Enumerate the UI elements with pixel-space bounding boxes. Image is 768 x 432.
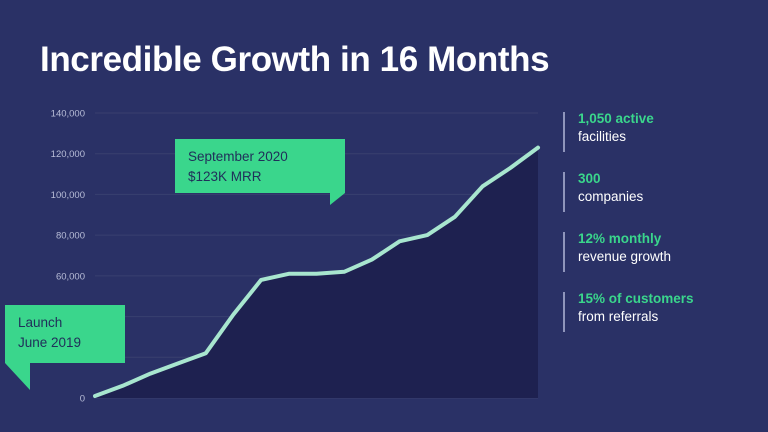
callout-september: September 2020 $123K MRR [175, 139, 345, 205]
stats-panel: 1,050 active facilities 300 companies 12… [560, 110, 768, 350]
stat-item: 1,050 active facilities [560, 110, 768, 152]
stat-accent-bar [563, 292, 565, 332]
chart-area-fill [95, 147, 538, 398]
stat-label: from referrals [578, 309, 659, 324]
callout-launch-subtitle: June 2019 [18, 335, 81, 350]
ytick-label: 120,000 [51, 149, 85, 160]
ytick-label: 60,000 [56, 271, 85, 282]
stat-value: 300 [578, 171, 601, 186]
ytick-label: 100,000 [51, 190, 85, 201]
stat-item: 300 companies [560, 170, 768, 212]
stat-label: revenue growth [578, 249, 672, 264]
ytick-label: 0 [80, 394, 85, 405]
stat-value: 1,050 active [578, 111, 654, 126]
stat-label: companies [578, 189, 644, 204]
callout-launch: Launch June 2019 [5, 305, 125, 390]
page-title: Incredible Growth in 16 Months [40, 40, 550, 79]
stat-value: 15% of customers [578, 291, 694, 306]
callout-september-title: September 2020 [188, 149, 288, 164]
growth-chart: 140,000120,000100,00080,00060,00040,0002… [0, 95, 560, 415]
stat-item: 12% monthly revenue growth [560, 230, 768, 272]
chart-svg: 140,000120,000100,00080,00060,00040,0002… [5, 109, 540, 405]
stat-accent-bar [563, 232, 565, 272]
stat-accent-bar [563, 172, 565, 212]
stat-accent-bar [563, 112, 565, 152]
ytick-label: 140,000 [51, 109, 85, 120]
ytick-label: 80,000 [56, 231, 85, 242]
stat-item: 15% of customers from referrals [560, 290, 768, 332]
stat-label: facilities [578, 129, 627, 144]
callout-september-subtitle: $123K MRR [188, 169, 262, 184]
stat-value: 12% monthly [578, 231, 662, 246]
callout-launch-title: Launch [18, 315, 62, 330]
chart-line [93, 145, 540, 398]
